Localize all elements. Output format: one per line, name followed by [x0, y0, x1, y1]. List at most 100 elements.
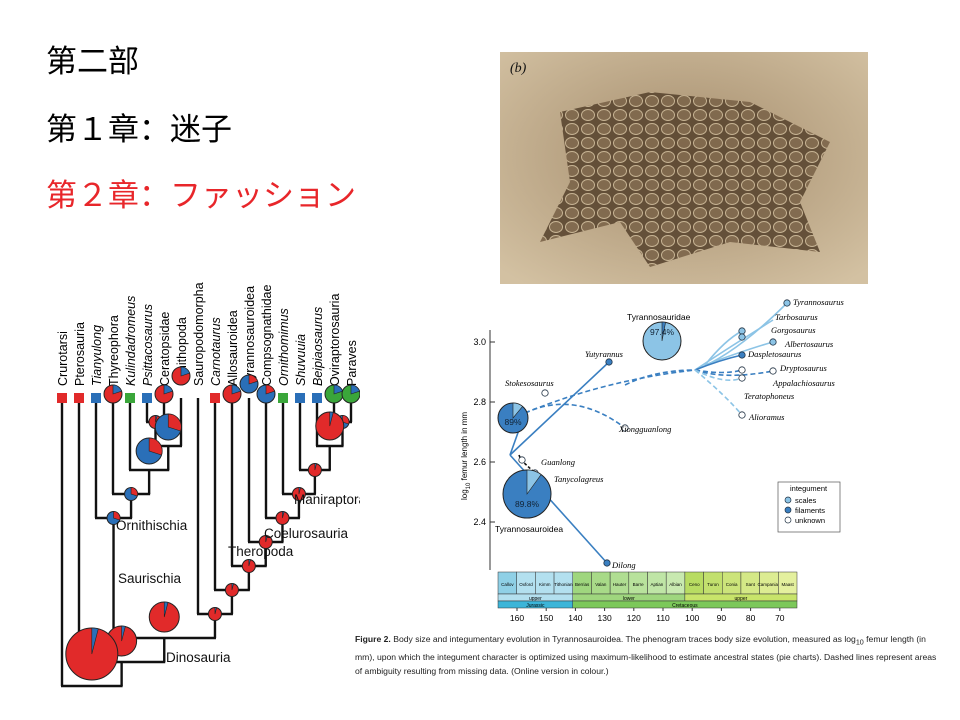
caption-text: Body size and integumentary evolution in… [390, 634, 856, 644]
pie-wedge [180, 366, 190, 377]
pie-wedge [163, 384, 173, 395]
x-tick-label: 110 [656, 613, 670, 623]
stage-label: Barre [633, 582, 645, 587]
state-square [312, 393, 322, 403]
state-square [210, 393, 220, 403]
stage-label: Sant [746, 582, 756, 587]
state-square [142, 393, 152, 403]
taxon-point [738, 327, 746, 335]
heading: 第二部 [46, 44, 139, 80]
pie-wedge [231, 583, 234, 591]
state-square [74, 393, 84, 403]
branch [524, 403, 626, 429]
stage-label: Albian [669, 582, 682, 587]
legend-swatch [784, 496, 792, 504]
taxon-label: Gorgosaurus [771, 325, 816, 335]
pie-label: 89% [504, 417, 521, 427]
taxon-label: Yutyrannus [585, 349, 624, 359]
stage-label: Tithonian [554, 582, 573, 587]
taxon-point [783, 299, 791, 307]
taxon-label: Compsognathidae [260, 284, 274, 386]
taxon-label: Tyrannosauroidea [495, 524, 563, 534]
branch [694, 369, 743, 374]
branch [509, 361, 610, 456]
pie-wedge [214, 607, 217, 615]
pie-wedge [248, 374, 258, 385]
branch [694, 354, 743, 371]
state-square [278, 393, 288, 403]
taxon-point [605, 358, 613, 366]
phenogram: 3.0 2.8 2.6 2.4 log10 femur length in mm Tyra… [460, 297, 845, 623]
taxon-point [518, 456, 526, 464]
stage-label: Kimm [539, 582, 551, 587]
taxon-point [738, 333, 746, 341]
taxon-label: Ornithomimus [277, 308, 291, 386]
taxon-label: Daspletosaurus [747, 349, 802, 359]
pie-wedge [155, 415, 158, 423]
x-tick-label: 140 [568, 613, 582, 623]
pie-wedge [661, 321, 666, 342]
pie-wedge [91, 627, 99, 655]
taxon-label: Stokesosaurus [505, 378, 554, 388]
taxon-label: Oviraptorosauria [328, 294, 342, 386]
legend-title: integument [790, 484, 828, 493]
panel-label: (b) [510, 61, 527, 76]
pie-wedge [167, 413, 182, 432]
stage-label: Callov [501, 582, 514, 587]
epoch-label: upper [529, 596, 542, 602]
taxon-label: Carnotaurus [209, 317, 223, 386]
taxon-label: Xiongguanlong [618, 424, 671, 434]
figure-caption: Figure 2. Body size and integumentary ev… [355, 632, 940, 678]
legend-swatch [784, 516, 792, 524]
legend-swatch [784, 506, 792, 514]
heading: 第１章：迷子 [46, 112, 232, 148]
taxon-label: Shuvuuia [294, 334, 308, 386]
taxon-label: Guanlong [541, 457, 575, 467]
taxon-label: Tyrannosauroidea [243, 286, 257, 386]
pie-wedge [298, 487, 301, 495]
taxon-label: Crurotarsi [56, 331, 70, 386]
epoch-label: upper [735, 596, 748, 602]
pie-wedge [130, 487, 138, 497]
pie-wedge [113, 511, 121, 521]
state-square [57, 393, 67, 403]
pie-wedge [282, 511, 285, 519]
cladogram: Crurotarsi Pterosauria Tianyulong Thyreopho… [56, 282, 360, 688]
taxon-label: Tarbosaurus [775, 312, 818, 322]
branch [694, 369, 774, 377]
taxon-label: Paraves [345, 340, 359, 386]
taxon-label: Ceratopsidae [158, 312, 172, 386]
stage-label: Campanian [757, 582, 781, 587]
pie-wedge [163, 601, 169, 618]
taxon-point [769, 367, 777, 375]
caption-text: femur length (in mm), upon which the int… [355, 634, 937, 676]
taxon-label: Albertosaurus [784, 339, 834, 349]
stage-label: Maast [782, 582, 795, 587]
y-tick-label: 2.6 [473, 457, 486, 467]
taxon-label: Beipiaosaurus [311, 307, 325, 386]
y-tick-label: 2.8 [473, 397, 486, 407]
period-label: Cretaceous [672, 603, 698, 609]
pie-wedge [265, 535, 268, 543]
pie-wedge [314, 463, 317, 471]
taxon-label: Tyrannosaurus [793, 297, 845, 307]
taxon-label: Allosauroidea [226, 310, 240, 386]
y-axis-label-part: log [460, 489, 469, 500]
branch [524, 369, 696, 414]
caption-lead: Figure 2. [355, 634, 391, 644]
stage-label: Aptian [650, 582, 663, 587]
legend-item: scales [795, 496, 817, 505]
branch [624, 369, 696, 386]
x-tick-label: 130 [598, 613, 612, 623]
clade-label: Theropoda [228, 544, 294, 559]
epoch-label: lower [623, 596, 635, 602]
x-tick-label: 120 [627, 613, 641, 623]
y-axis-label: log10 femur length in mm [460, 412, 472, 500]
y-tick-label: 2.4 [473, 517, 486, 527]
pie-wedge [342, 415, 350, 425]
branch [694, 319, 774, 371]
period-cell [572, 600, 798, 609]
taxon-point [541, 389, 549, 397]
state-square [91, 393, 101, 403]
pie-wedge [350, 384, 360, 395]
